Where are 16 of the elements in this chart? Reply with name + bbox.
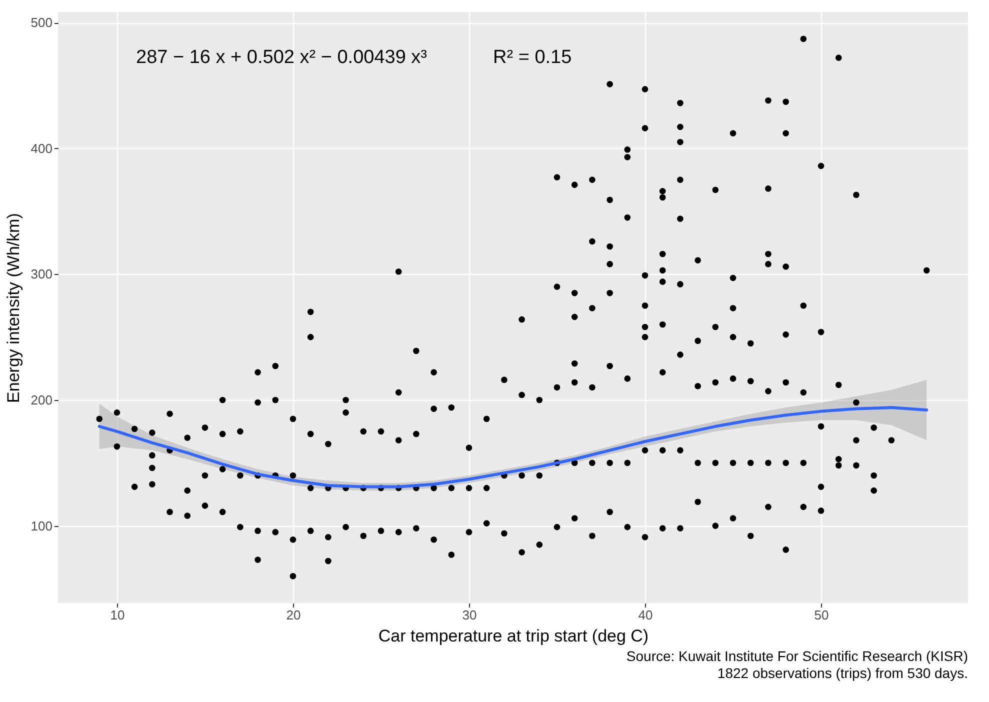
annotation: 287 − 16 x + 0.502 x² − 0.00439 x³ bbox=[136, 47, 428, 68]
y-tick-label: 400 bbox=[30, 140, 52, 156]
x-tick-label: 30 bbox=[462, 608, 477, 622]
y-tick-label: 500 bbox=[30, 15, 52, 30]
annotation: R² = 0.15 bbox=[493, 47, 572, 68]
x-tick-label: 20 bbox=[286, 608, 301, 622]
text: 1822 observations (trips) from 530 days. bbox=[717, 665, 968, 681]
y-axis-title: Energy intensity (Wh/km) bbox=[4, 213, 23, 403]
source-note: Source: Kuwait Institute For Scientific Research (KISR) bbox=[626, 648, 968, 664]
x-tick-label: 10 bbox=[110, 608, 125, 622]
x-axis-title: Car temperature at trip start (deg C) bbox=[378, 626, 649, 646]
y-tick-label: 100 bbox=[30, 518, 52, 534]
y-tick-label: 200 bbox=[30, 392, 52, 408]
x-tick-label: 50 bbox=[814, 608, 829, 622]
x-tick-label: 40 bbox=[638, 608, 653, 622]
y-tick-label: 300 bbox=[30, 266, 52, 282]
